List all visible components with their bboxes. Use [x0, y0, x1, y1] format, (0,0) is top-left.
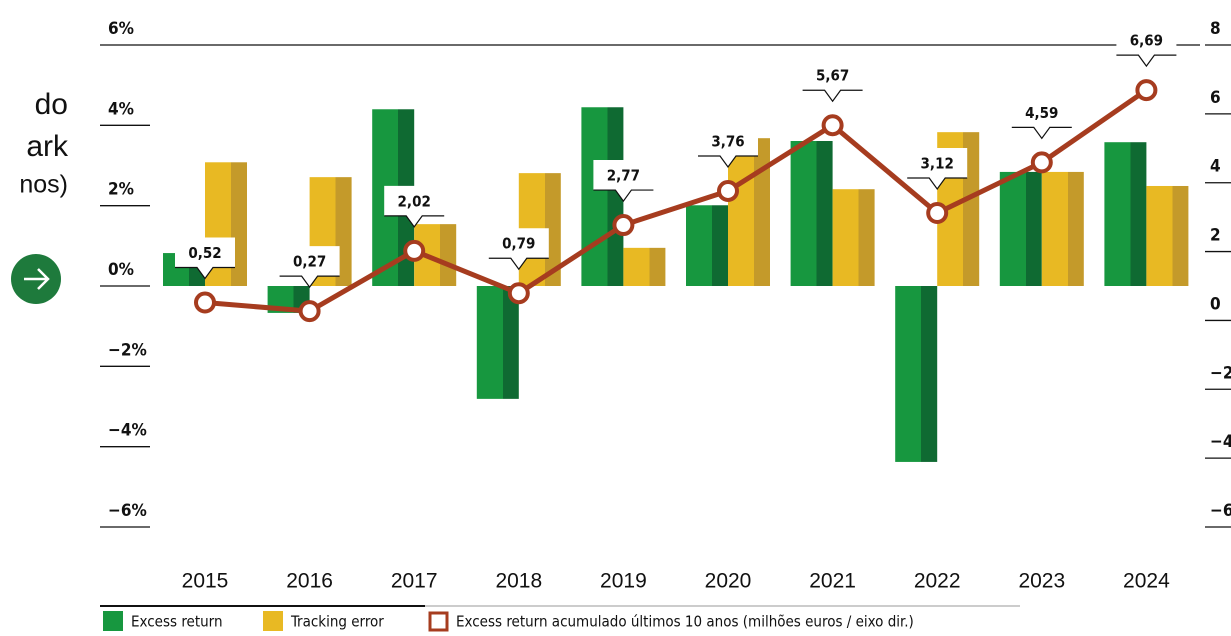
label-box [802, 60, 863, 102]
x-tick-label: 2015 [182, 570, 229, 593]
x-tick-label: 2022 [914, 570, 961, 593]
data-label: 0,79 [502, 235, 535, 253]
data-label: 0,52 [188, 244, 221, 262]
label-underline [175, 266, 235, 280]
x-tick-label: 2023 [1018, 570, 1065, 593]
legend-label: Excess return acumulado últimos 10 anos … [456, 613, 914, 631]
label-box [907, 148, 968, 190]
label-underline [488, 257, 549, 271]
label-underline [698, 155, 758, 168]
marker [1135, 79, 1158, 102]
x-tick-label: 2019 [600, 570, 647, 593]
legend-label: Tracking error [290, 613, 384, 631]
y-tick-label: −4% [108, 421, 147, 441]
marker [926, 202, 949, 225]
side-text: do [35, 88, 68, 121]
legend-label: Excess return [131, 613, 223, 631]
label-underline [802, 89, 863, 103]
legend-swatch [428, 611, 449, 632]
x-tick-label: 2024 [1123, 570, 1170, 593]
label-underline [384, 215, 445, 228]
y-tick-label: −2% [108, 340, 147, 360]
data-label: 6,69 [1130, 32, 1163, 50]
data-label: 0,27 [293, 253, 326, 271]
bar [686, 205, 728, 286]
marker [821, 114, 844, 137]
bar [1041, 171, 1084, 286]
bar [790, 140, 833, 286]
data-label: 3,12 [921, 155, 954, 173]
marker [717, 179, 739, 202]
x-tick-label: 2016 [286, 570, 333, 593]
label-box [1011, 97, 1072, 139]
label-underline [907, 177, 968, 191]
bar [581, 107, 624, 286]
data-label: 2,02 [398, 192, 431, 210]
legend-swatch [263, 611, 283, 631]
x-tick-label: 2020 [705, 570, 752, 593]
y2-tick-label: 2 [1210, 226, 1221, 246]
bar [1104, 142, 1147, 286]
label-box [593, 160, 654, 202]
bar [728, 138, 770, 286]
marker [298, 300, 321, 323]
y-tick-label: 0% [108, 260, 134, 280]
y2-tick-label: −4 [1210, 432, 1231, 452]
side-text: ark [26, 130, 69, 163]
label-underline [279, 275, 340, 289]
x-tick-label: 2018 [495, 570, 542, 593]
data-label: 4,59 [1025, 104, 1058, 122]
y2-tick-label: 0 [1210, 294, 1221, 314]
arrow-button[interactable] [11, 254, 61, 304]
y2-tick-label: −2 [1210, 363, 1231, 383]
bar [623, 247, 666, 286]
bar [832, 189, 875, 286]
label-underline [593, 189, 654, 203]
y-tick-label: 4% [108, 99, 134, 119]
marker [403, 239, 426, 262]
bar [895, 286, 938, 462]
data-label: 2,77 [607, 167, 640, 185]
y-tick-label: 2% [108, 180, 134, 200]
legend-swatch [103, 611, 123, 631]
x-tick-label: 2021 [809, 570, 856, 593]
data-label: 3,76 [711, 132, 744, 150]
label-box [698, 125, 758, 167]
data-label: 5,67 [816, 67, 849, 85]
y2-tick-label: 8 [1210, 19, 1221, 39]
y-tick-label: 6% [108, 19, 134, 39]
marker [612, 214, 635, 237]
line [204, 88, 1148, 314]
bar [999, 171, 1042, 286]
marker [1030, 151, 1053, 174]
y2-tick-label: 6 [1210, 88, 1221, 108]
bar [476, 286, 519, 399]
side-text: nos) [19, 171, 68, 199]
bar [1146, 185, 1189, 286]
label-box [1116, 25, 1177, 67]
label-box [175, 237, 235, 279]
x-tick-label: 2017 [391, 570, 438, 593]
label-underline [1116, 54, 1177, 68]
y2-tick-label: −6 [1210, 501, 1231, 521]
label-box [279, 246, 340, 288]
marker [194, 291, 216, 314]
y2-tick-label: 4 [1210, 157, 1221, 177]
marker [507, 282, 530, 305]
label-underline [1011, 126, 1072, 140]
label-box [384, 185, 445, 227]
label-box [488, 228, 549, 270]
y-tick-label: −6% [108, 501, 147, 521]
